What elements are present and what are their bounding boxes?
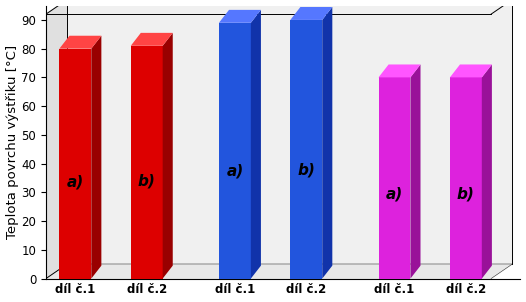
Polygon shape — [290, 7, 332, 20]
Bar — [59, 49, 92, 278]
Polygon shape — [482, 64, 492, 278]
Polygon shape — [251, 10, 261, 278]
Bar — [379, 77, 410, 278]
Text: a): a) — [226, 164, 244, 179]
Bar — [290, 20, 322, 278]
Polygon shape — [92, 36, 102, 278]
Y-axis label: Teplota povrchu výstřiku [°C]: Teplota povrchu výstřiku [°C] — [6, 45, 18, 239]
Polygon shape — [163, 33, 173, 278]
Text: a): a) — [67, 175, 84, 190]
Polygon shape — [46, 0, 67, 278]
Polygon shape — [379, 64, 420, 77]
Polygon shape — [131, 33, 173, 46]
Polygon shape — [450, 64, 492, 77]
Bar — [219, 23, 251, 278]
Polygon shape — [67, 0, 512, 264]
Text: b): b) — [138, 173, 156, 188]
Text: b): b) — [457, 187, 475, 202]
Bar — [450, 77, 482, 278]
Text: a): a) — [386, 187, 403, 202]
Polygon shape — [46, 264, 512, 278]
Polygon shape — [322, 7, 332, 278]
Polygon shape — [219, 10, 261, 23]
Bar — [131, 46, 163, 278]
Polygon shape — [410, 64, 420, 278]
Text: b): b) — [297, 162, 315, 178]
Polygon shape — [59, 36, 102, 49]
